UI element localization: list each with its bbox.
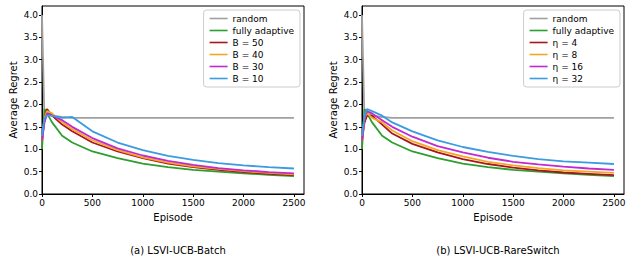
svg-text:fully adaptive: fully adaptive: [233, 26, 295, 36]
svg-text:3.0: 3.0: [24, 55, 39, 65]
svg-text:2.0: 2.0: [24, 99, 39, 109]
svg-text:2.5: 2.5: [344, 77, 358, 87]
svg-text:η = 32: η = 32: [553, 74, 583, 84]
svg-text:B = 10: B = 10: [233, 74, 264, 84]
svg-text:1500: 1500: [502, 198, 525, 208]
svg-text:0.0: 0.0: [344, 189, 359, 199]
svg-text:1000: 1000: [451, 198, 474, 208]
svg-text:B = 40: B = 40: [233, 50, 264, 60]
svg-text:Episode: Episode: [153, 212, 192, 223]
svg-text:0.5: 0.5: [344, 167, 358, 177]
svg-text:random: random: [233, 14, 268, 24]
svg-text:2500: 2500: [602, 198, 625, 208]
svg-text:η = 8: η = 8: [553, 50, 578, 60]
svg-text:Episode: Episode: [473, 212, 512, 223]
svg-text:0.5: 0.5: [24, 167, 38, 177]
svg-text:(a) LSVI-UCB-Batch: (a) LSVI-UCB-Batch: [130, 245, 226, 256]
svg-text:3.5: 3.5: [24, 32, 38, 42]
svg-text:4.0: 4.0: [24, 10, 39, 20]
svg-text:B = 50: B = 50: [233, 38, 264, 48]
svg-text:500: 500: [404, 198, 421, 208]
svg-text:2.5: 2.5: [24, 77, 38, 87]
svg-text:0.0: 0.0: [24, 189, 39, 199]
svg-text:500: 500: [84, 198, 101, 208]
svg-text:2.0: 2.0: [344, 99, 359, 109]
svg-text:1.0: 1.0: [344, 144, 359, 154]
svg-text:4.0: 4.0: [344, 10, 359, 20]
svg-text:2000: 2000: [232, 198, 255, 208]
svg-text:η = 16: η = 16: [553, 62, 584, 72]
svg-text:0: 0: [39, 198, 45, 208]
svg-text:1.5: 1.5: [344, 122, 358, 132]
svg-text:1500: 1500: [182, 198, 205, 208]
svg-text:3.5: 3.5: [344, 32, 358, 42]
svg-text:1.0: 1.0: [24, 144, 39, 154]
svg-text:0: 0: [359, 198, 365, 208]
svg-text:Average Regret: Average Regret: [328, 61, 339, 138]
svg-text:2000: 2000: [552, 198, 575, 208]
svg-text:2500: 2500: [282, 198, 305, 208]
svg-text:1.5: 1.5: [24, 122, 38, 132]
svg-text:η = 4: η = 4: [553, 38, 578, 48]
svg-text:(b) LSVI-UCB-RareSwitch: (b) LSVI-UCB-RareSwitch: [436, 245, 559, 256]
svg-text:3.0: 3.0: [344, 55, 359, 65]
svg-text:random: random: [553, 14, 588, 24]
svg-text:fully adaptive: fully adaptive: [553, 26, 615, 36]
svg-text:1000: 1000: [131, 198, 154, 208]
svg-text:Average Regret: Average Regret: [8, 61, 19, 138]
svg-text:B = 30: B = 30: [233, 62, 264, 72]
